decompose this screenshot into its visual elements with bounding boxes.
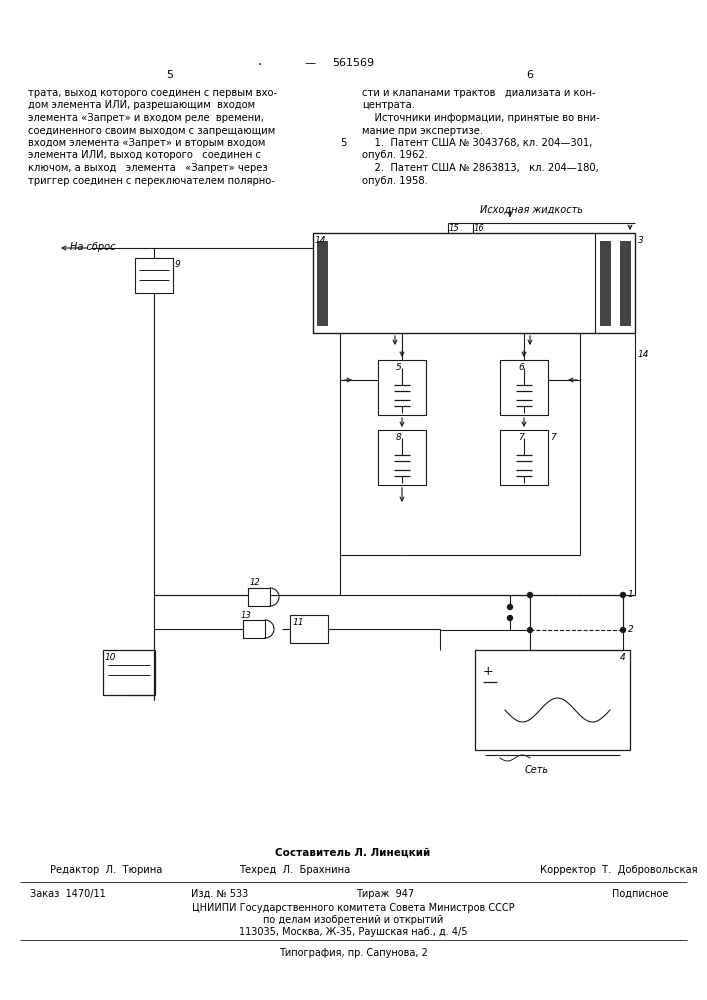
Text: 8: 8 <box>396 433 402 442</box>
Text: сти и клапанами трактов   диализата и кон-: сти и клапанами трактов диализата и кон- <box>362 88 595 98</box>
Text: опубл. 1962.: опубл. 1962. <box>362 150 428 160</box>
Bar <box>290 615 328 643</box>
Bar <box>103 650 155 695</box>
Text: Подписное: Подписное <box>612 889 668 899</box>
Text: элемента «Запрет» и входом реле  времени,: элемента «Запрет» и входом реле времени, <box>28 113 264 123</box>
Bar <box>317 241 327 325</box>
Text: 11: 11 <box>293 618 305 627</box>
Text: дом элемента ИЛИ, разрешающим  входом: дом элемента ИЛИ, разрешающим входом <box>28 101 255 110</box>
Circle shape <box>527 628 532 633</box>
Text: по делам изобретений и открытий: по делам изобретений и открытий <box>263 915 443 925</box>
Text: триггер соединен с переключателем полярно-: триггер соединен с переключателем полярн… <box>28 176 275 186</box>
Bar <box>378 430 426 485</box>
Text: 5: 5 <box>167 70 173 80</box>
Text: Изд. № 533: Изд. № 533 <box>192 889 249 899</box>
Text: 561569: 561569 <box>332 58 374 68</box>
Text: Корректор  Т.  Добровольская: Корректор Т. Добровольская <box>540 865 698 875</box>
Bar <box>500 430 548 485</box>
Text: 15: 15 <box>449 224 460 233</box>
Text: соединенного своим выходом с запрещающим: соединенного своим выходом с запрещающим <box>28 125 275 135</box>
Bar <box>600 241 610 325</box>
Text: 12: 12 <box>250 578 261 587</box>
Text: Заказ  1470/11: Заказ 1470/11 <box>30 889 106 899</box>
Circle shape <box>621 628 626 633</box>
Text: 16: 16 <box>474 224 485 233</box>
Text: 7: 7 <box>518 433 524 442</box>
Text: 4: 4 <box>620 653 626 662</box>
Bar <box>378 360 426 415</box>
Text: Типография, пр. Сапунова, 2: Типография, пр. Сапунова, 2 <box>279 948 428 958</box>
Bar <box>475 650 630 750</box>
Text: опубл. 1958.: опубл. 1958. <box>362 176 428 186</box>
Text: Техред  Л.  Брахнина: Техред Л. Брахнина <box>240 865 351 875</box>
Text: ключом, а выход   элемента   «Запрет» через: ключом, а выход элемента «Запрет» через <box>28 163 268 173</box>
Text: 1: 1 <box>628 590 633 599</box>
Text: центрата.: центрата. <box>362 101 415 110</box>
Text: 5: 5 <box>340 138 346 148</box>
Text: ·: · <box>258 58 262 72</box>
Text: входом элемента «Запрет» и вторым входом: входом элемента «Запрет» и вторым входом <box>28 138 265 148</box>
Polygon shape <box>243 620 265 638</box>
Bar <box>620 241 630 325</box>
Text: На сброс: На сброс <box>70 242 115 252</box>
Text: 3: 3 <box>638 236 644 245</box>
Text: 6: 6 <box>518 363 524 372</box>
Text: 10: 10 <box>105 653 117 662</box>
Bar <box>500 360 548 415</box>
Text: ЦНИИПИ Государственного комитета Совета Министров СССР: ЦНИИПИ Государственного комитета Совета … <box>192 903 514 913</box>
Text: 13: 13 <box>241 611 252 620</box>
Bar <box>135 258 173 293</box>
Text: Сеть: Сеть <box>525 765 549 775</box>
Circle shape <box>508 615 513 620</box>
Circle shape <box>621 592 626 597</box>
Circle shape <box>508 604 513 609</box>
Text: элемента ИЛИ, выход которого   соединен с: элемента ИЛИ, выход которого соединен с <box>28 150 261 160</box>
Text: трата, выход которого соединен с первым вхо-: трата, выход которого соединен с первым … <box>28 88 277 98</box>
Text: Источники информации, принятые во вни-: Источники информации, принятые во вни- <box>362 113 600 123</box>
Text: мание при экспертизе.: мание при экспертизе. <box>362 125 483 135</box>
Circle shape <box>527 592 532 597</box>
Text: 7: 7 <box>550 433 556 442</box>
Bar <box>313 233 635 333</box>
Text: Тираж  947: Тираж 947 <box>356 889 414 899</box>
Text: Редактор  Л.  Тюрина: Редактор Л. Тюрина <box>50 865 163 875</box>
Text: 14: 14 <box>315 236 327 245</box>
Text: +: + <box>483 665 493 678</box>
Text: —: — <box>305 58 315 68</box>
Text: 6: 6 <box>527 70 534 80</box>
Polygon shape <box>248 588 270 606</box>
Text: Составитель Л. Линецкий: Составитель Л. Линецкий <box>275 848 431 858</box>
Text: 113035, Москва, Ж-35, Раушская наб., д. 4/5: 113035, Москва, Ж-35, Раушская наб., д. … <box>239 927 467 937</box>
Text: 2.  Патент США № 2863813,   кл. 204—180,: 2. Патент США № 2863813, кл. 204—180, <box>362 163 599 173</box>
Text: 5: 5 <box>396 363 402 372</box>
Text: 14: 14 <box>638 350 650 359</box>
Text: 1.  Патент США № 3043768, кл. 204—301,: 1. Патент США № 3043768, кл. 204—301, <box>362 138 592 148</box>
Text: Исходная жидкость: Исходная жидкость <box>480 205 583 215</box>
Text: 2: 2 <box>628 625 633 634</box>
Text: 9: 9 <box>175 260 181 269</box>
